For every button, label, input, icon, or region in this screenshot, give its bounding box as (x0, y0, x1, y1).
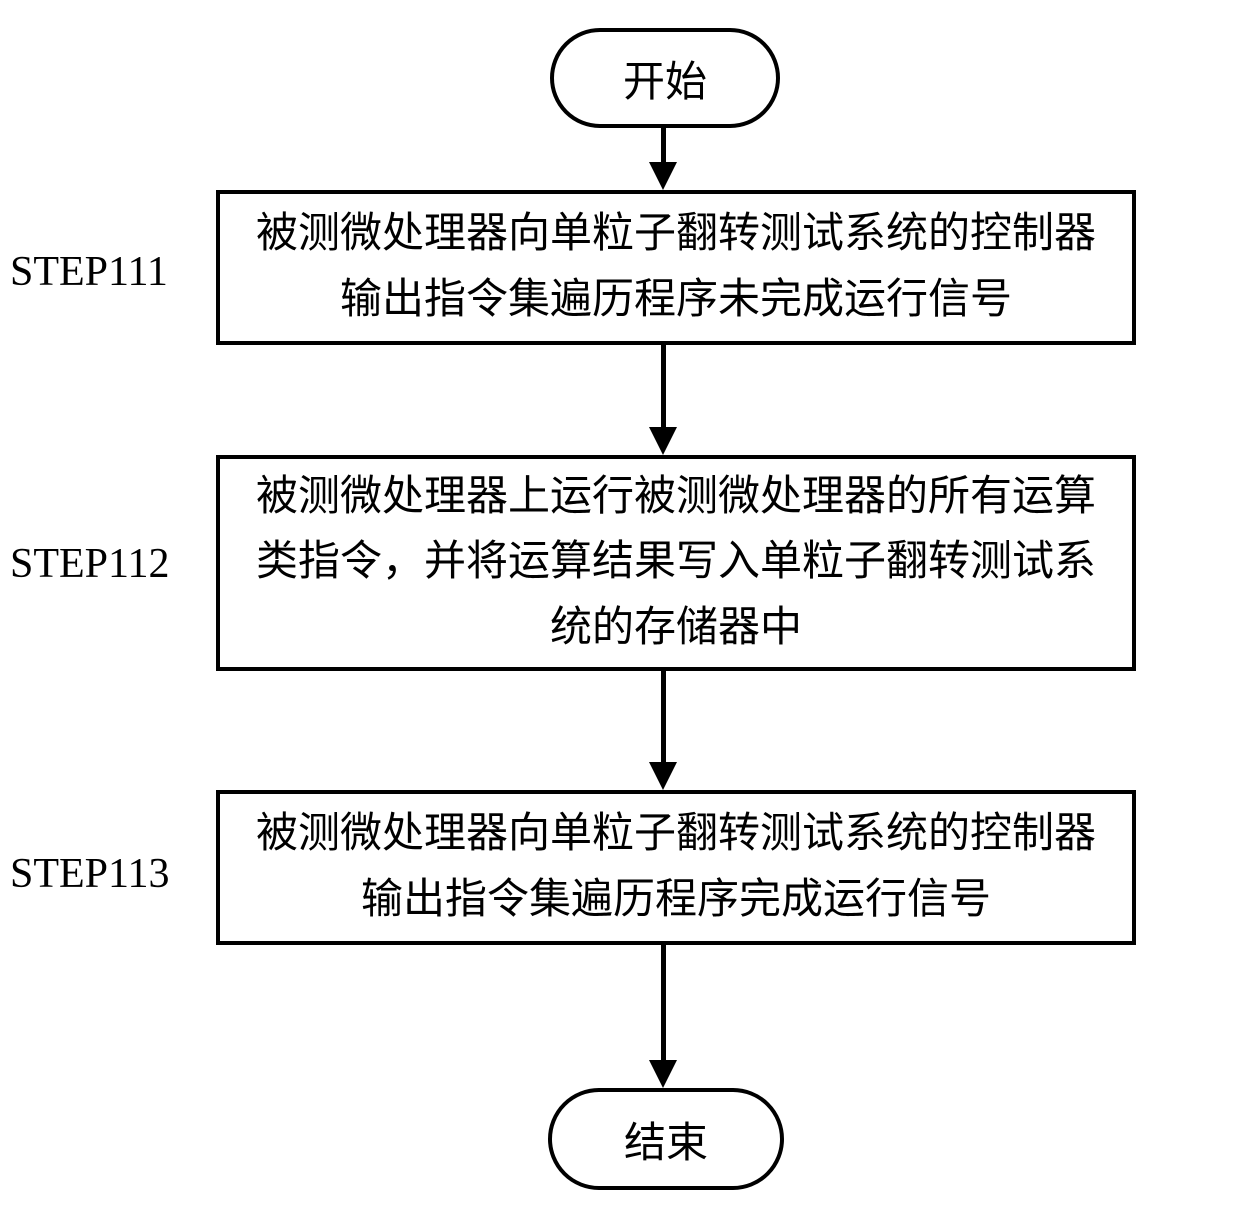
step112-label: STEP112 (10, 540, 169, 588)
edge-113-end-head (649, 1060, 677, 1088)
step112-node: 被测微处理器上运行被测微处理器的所有运算 类指令，并将运算结果写入单粒子翻转测试… (216, 455, 1136, 671)
edge-111-112 (661, 345, 666, 431)
start-node: 开始 (550, 28, 780, 128)
flowchart-canvas: 开始 STEP111 被测微处理器向单粒子翻转测试系统的控制器输出指令集遍历程序… (0, 0, 1240, 1216)
end-node: 结束 (548, 1088, 784, 1190)
end-label: 结束 (624, 1109, 708, 1170)
step111-node: 被测微处理器向单粒子翻转测试系统的控制器输出指令集遍历程序未完成运行信号 (216, 190, 1136, 345)
step113-label: STEP113 (10, 850, 169, 898)
step113-node: 被测微处理器向单粒子翻转测试系统的控制器输出指令集遍历程序完成运行信号 (216, 790, 1136, 945)
step112-line2: 类指令，并将运算结果写入单粒子翻转测试系 (256, 539, 1096, 585)
step112-line1: 被测微处理器上运行被测微处理器的所有运算 (256, 474, 1096, 520)
edge-111-112-head (649, 427, 677, 455)
edge-start-111 (661, 128, 666, 166)
edge-113-end (661, 945, 666, 1064)
step113-text: 被测微处理器向单粒子翻转测试系统的控制器输出指令集遍历程序完成运行信号 (240, 802, 1112, 932)
step112-line3: 统的存储器中 (550, 605, 802, 651)
step111-label: STEP111 (10, 248, 168, 296)
step111-text: 被测微处理器向单粒子翻转测试系统的控制器输出指令集遍历程序未完成运行信号 (240, 202, 1112, 332)
start-label: 开始 (623, 48, 707, 109)
step112-text: 被测微处理器上运行被测微处理器的所有运算 类指令，并将运算结果写入单粒子翻转测试… (256, 465, 1096, 660)
edge-112-113 (661, 671, 666, 766)
edge-112-113-head (649, 762, 677, 790)
edge-start-111-head (649, 162, 677, 190)
